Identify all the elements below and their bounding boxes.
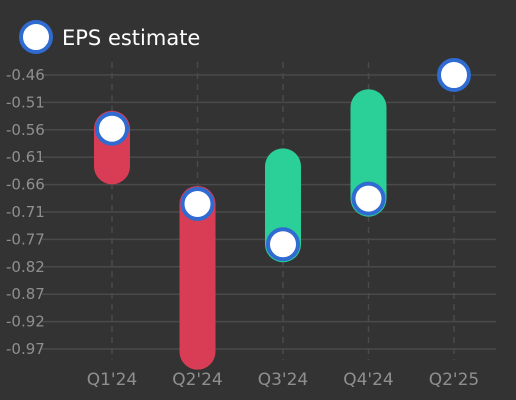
legend-marker-icon: [19, 20, 53, 54]
y-tick-label: -0.77: [6, 230, 45, 248]
y-tick-label: -0.71: [6, 203, 45, 221]
x-tick-label: Q4'24: [343, 370, 394, 390]
estimate-dots: [95, 58, 471, 262]
range-bar: [179, 185, 216, 370]
y-tick-label: -0.87: [6, 285, 45, 303]
x-tick-label: Q3'24: [258, 370, 309, 390]
y-tick-label: -0.92: [6, 313, 45, 331]
x-tick-label: Q1'24: [87, 370, 138, 390]
legend-label: EPS estimate: [62, 26, 200, 50]
y-tick-label: -0.46: [6, 66, 45, 84]
y-tick-label: -0.56: [6, 121, 45, 139]
estimate-point: [437, 58, 471, 92]
y-tick-label: -0.51: [6, 93, 45, 111]
y-tick-label: -0.97: [6, 340, 45, 358]
legend[interactable]: EPS estimate: [19, 20, 200, 54]
x-tick-label: Q2'25: [429, 370, 480, 390]
estimate-point: [95, 111, 129, 146]
estimate-point: [266, 227, 300, 262]
range-bars: [94, 89, 387, 370]
y-tick-label: -0.61: [6, 148, 45, 166]
y-tick-label: -0.82: [6, 258, 45, 276]
axes: -0.46 -0.51 -0.56 -0.61 -0.66 -0.71 -0.77 -0.82…: [6, 66, 479, 390]
estimate-point: [180, 186, 215, 221]
x-tick-label: Q2'24: [172, 370, 223, 390]
estimate-point: [351, 181, 386, 216]
y-tick-label: -0.66: [6, 176, 45, 194]
